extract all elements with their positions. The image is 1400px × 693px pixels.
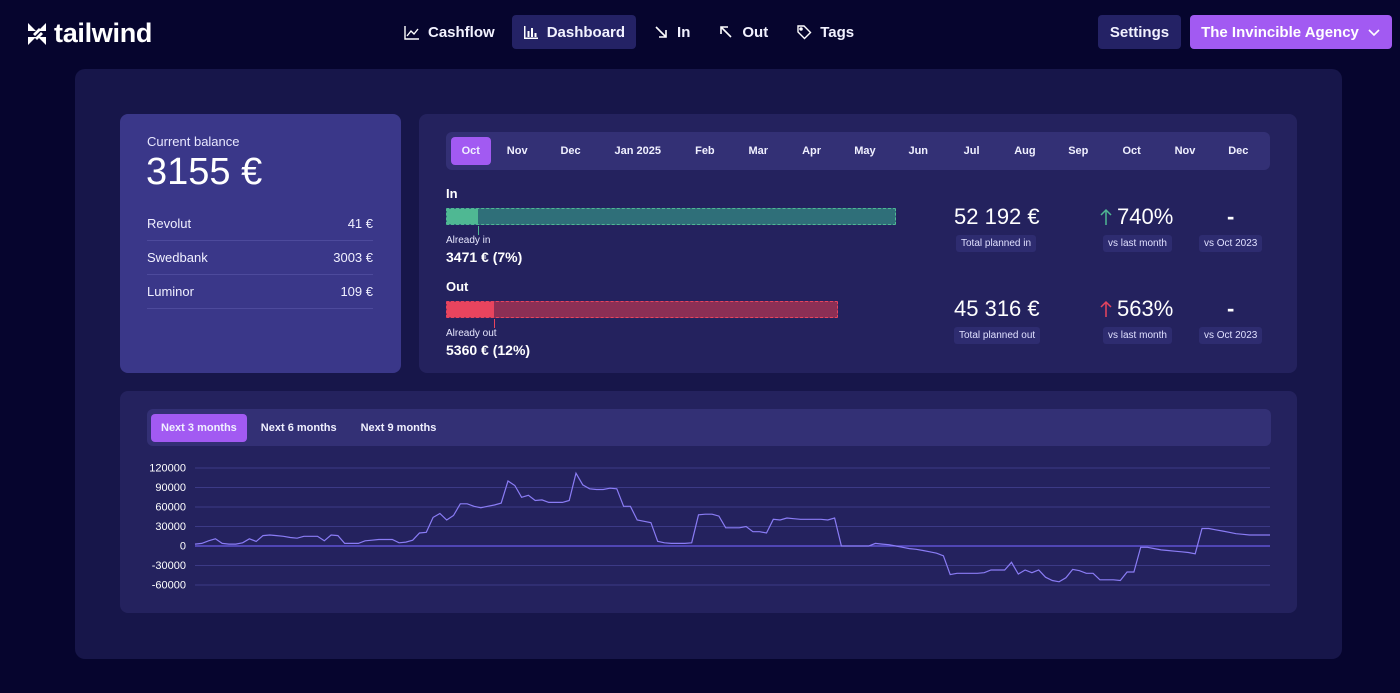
range-selector: Next 3 months Next 6 months Next 9 months [147, 409, 1271, 446]
month-tab[interactable]: Oct [1122, 145, 1141, 157]
in-progress-marker [478, 226, 480, 235]
bar-chart-icon [523, 26, 538, 39]
main-nav: Cashflow Dashboard In Out Tags [393, 15, 865, 49]
out-change-label: vs last month [1103, 327, 1172, 344]
nav-cashflow-label: Cashflow [428, 23, 495, 41]
arrow-down-right-icon [655, 26, 667, 38]
month-tab[interactable]: Aug [1014, 145, 1036, 157]
account-amount: 3003 € [333, 250, 373, 265]
forecast-chart-card: Next 3 months Next 6 months Next 9 months … [120, 391, 1297, 613]
month-selector: Oct Nov Dec Jan 2025 Feb Mar Apr May Jun Jul Aug Se… [446, 132, 1270, 170]
balance-value: 3155 € [146, 151, 263, 193]
nav-out-label: Out [742, 23, 769, 41]
account-amount: 109 € [340, 284, 373, 299]
in-progress-bar [446, 208, 896, 235]
logo-text: tailwind [54, 18, 153, 48]
total-planned-in-label: Total planned in [956, 235, 1037, 252]
already-in-label: Already in [446, 235, 491, 246]
out-label: Out [446, 279, 469, 294]
account-name: Luminor [147, 284, 194, 299]
out-change-value: 563% [1117, 296, 1174, 321]
month-tab[interactable]: Nov [1174, 145, 1196, 157]
already-out-label: Already out [446, 328, 497, 339]
y-tick-label: 30000 [155, 521, 186, 533]
y-tick-label: 120000 [149, 463, 186, 475]
agency-dropdown[interactable]: The Invincible Agency [1190, 15, 1392, 49]
account-amount: 41 € [347, 216, 373, 231]
y-tick-label: -30000 [152, 560, 186, 572]
month-tab[interactable]: Jun [908, 145, 929, 157]
y-tick-label: 60000 [155, 502, 186, 514]
in-label: In [446, 186, 458, 201]
arrow-up-icon [1100, 300, 1112, 317]
nav-dashboard[interactable]: Dashboard [511, 15, 637, 49]
app-logo[interactable]: tailwind [26, 18, 152, 49]
chart-line-icon [404, 26, 419, 40]
tailwind-logo-icon [28, 22, 46, 45]
month-tab[interactable]: Oct [451, 137, 491, 165]
month-tab[interactable]: Feb [695, 145, 715, 157]
in-change-value: 740% [1117, 204, 1174, 229]
month-tab[interactable]: Nov [506, 145, 528, 157]
nav-tags[interactable]: Tags [785, 15, 865, 49]
out-progress-bar [446, 301, 838, 328]
month-tab[interactable]: Apr [802, 145, 822, 157]
range-option[interactable]: Next 3 months [151, 413, 247, 442]
out-yoy-value: - [1227, 296, 1235, 321]
in-yoy-value: - [1227, 204, 1235, 229]
y-tick-label: 0 [180, 541, 186, 553]
month-tab[interactable]: Jan 2025 [614, 145, 661, 157]
in-change: 740% [1100, 204, 1173, 230]
balance-card: Current balance 3155 € Revolut 41 € Swed… [120, 114, 401, 373]
month-tab[interactable]: Mar [748, 145, 768, 157]
arrow-up-left-icon [720, 26, 732, 38]
out-change: 563% [1100, 296, 1173, 322]
account-name: Swedbank [147, 250, 208, 265]
in-change-label: vs last month [1103, 235, 1172, 252]
nav-in[interactable]: In [642, 15, 701, 49]
month-tab[interactable]: Dec [1228, 145, 1249, 157]
tag-icon [797, 25, 812, 40]
month-tab[interactable]: Dec [560, 145, 581, 157]
nav-dashboard-label: Dashboard [546, 23, 626, 41]
month-tab[interactable]: May [854, 145, 876, 157]
y-tick-label: 90000 [155, 482, 186, 494]
month-tab[interactable]: Sep [1068, 145, 1089, 157]
in-progress-fill [447, 209, 479, 224]
balance-label: Current balance [147, 134, 240, 149]
nav-cashflow[interactable]: Cashflow [393, 15, 506, 49]
range-option[interactable]: Next 9 months [360, 421, 437, 434]
dashboard-panel: Current balance 3155 € Revolut 41 € Swed… [75, 69, 1342, 659]
total-planned-out-label: Total planned out [954, 327, 1041, 344]
in-yoy-label: vs Oct 2023 [1199, 235, 1263, 252]
account-row: Revolut 41 € [147, 207, 373, 241]
monthly-summary-card: Oct Nov Dec Jan 2025 Feb Mar Apr May Jun Jul Aug Se… [419, 114, 1297, 373]
range-option[interactable]: Next 6 months [260, 421, 337, 434]
account-row: Swedbank 3003 € [147, 241, 373, 275]
chevron-down-icon [1368, 29, 1380, 37]
account-name: Revolut [147, 216, 192, 231]
account-row: Luminor 109 € [147, 275, 373, 309]
month-tab[interactable]: Jul [963, 145, 980, 157]
balance-forecast-chart: 120000 90000 60000 30000 0 -30000 -60000 [149, 463, 1270, 592]
already-in-value: 3471 € (7%) [446, 249, 523, 265]
y-tick-label: -60000 [152, 580, 186, 592]
out-progress-marker [493, 319, 495, 328]
settings-button[interactable]: Settings [1098, 15, 1181, 49]
out-yoy-label: vs Oct 2023 [1199, 327, 1263, 344]
total-planned-out-value: 45 316 € [954, 296, 1040, 321]
nav-tags-label: Tags [820, 23, 855, 41]
arrow-up-icon [1100, 208, 1112, 225]
total-planned-in-value: 52 192 € [954, 204, 1040, 229]
balance-line [194, 471, 1270, 583]
nav-out[interactable]: Out [707, 15, 779, 49]
nav-in-label: In [677, 23, 691, 41]
account-list: Revolut 41 € Swedbank 3003 € Luminor 109… [147, 207, 373, 309]
out-progress-fill [447, 302, 494, 317]
agency-label: The Invincible Agency [1201, 23, 1359, 41]
already-out-value: 5360 € (12%) [446, 342, 531, 358]
